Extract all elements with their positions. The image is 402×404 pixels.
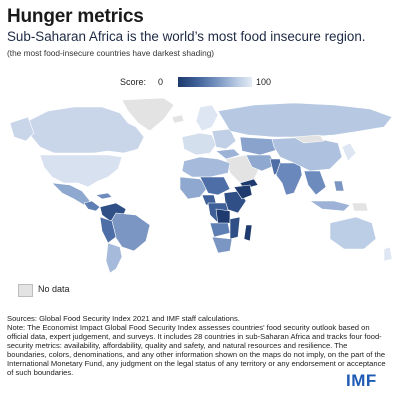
imf-logo: IMF (346, 371, 377, 390)
region-russia (217, 102, 393, 138)
region-west-africa (179, 176, 209, 200)
source-note: Sources: Global Food Security Index 2021… (7, 314, 240, 323)
region-argentina-chile (105, 242, 123, 274)
region-indonesia (309, 200, 351, 212)
region-ethiopia-somalia (233, 184, 253, 200)
region-korea-japan (341, 142, 357, 162)
region-drc (215, 208, 231, 226)
region-iceland (171, 114, 185, 124)
region-turkey-caucasus (215, 148, 241, 160)
region-central-asia (239, 136, 281, 156)
shading-note: (the most food-insecure countries have d… (7, 48, 215, 58)
region-mongolia (293, 134, 325, 144)
region-canada (27, 106, 145, 154)
region-brazil (109, 212, 151, 252)
region-angola-zambia (209, 222, 231, 238)
region-western-europe (181, 132, 217, 156)
no-data-swatch (18, 284, 33, 297)
region-papua (351, 202, 369, 212)
region-alaska (9, 116, 35, 142)
region-india (275, 162, 303, 196)
region-usa (39, 154, 123, 188)
region-mozambique (229, 216, 241, 240)
legend-label: Score: (120, 77, 147, 87)
region-iran-afghanistan (245, 154, 277, 172)
region-australia (329, 216, 377, 250)
subtitle: Sub-Saharan Africa is the world’s most f… (7, 29, 366, 44)
region-eastern-europe (211, 128, 237, 150)
region-caribbean (95, 192, 113, 200)
region-southeast-asia (303, 170, 327, 196)
legend-min-value: 0 (158, 77, 164, 87)
methodology-note: Note: The Economist Impact Global Food S… (7, 323, 386, 377)
region-scandinavia (195, 104, 219, 132)
region-china (271, 136, 343, 172)
region-mexico (51, 182, 91, 206)
legend-color-scale (178, 77, 252, 87)
legend-max-value: 100 (256, 77, 272, 87)
region-sahel (199, 176, 231, 196)
region-madagascar (243, 224, 253, 242)
region-north-africa (181, 156, 231, 178)
world-choropleth-map (9, 97, 393, 274)
region-peru-bolivia (99, 216, 117, 244)
no-data-label: No data (38, 284, 70, 294)
region-southern-africa (211, 236, 233, 254)
region-greenland (121, 97, 175, 132)
region-philippines (333, 180, 345, 192)
region-central-america (83, 200, 101, 212)
region-new-zealand (383, 246, 393, 262)
page-title: Hunger metrics (7, 6, 144, 27)
